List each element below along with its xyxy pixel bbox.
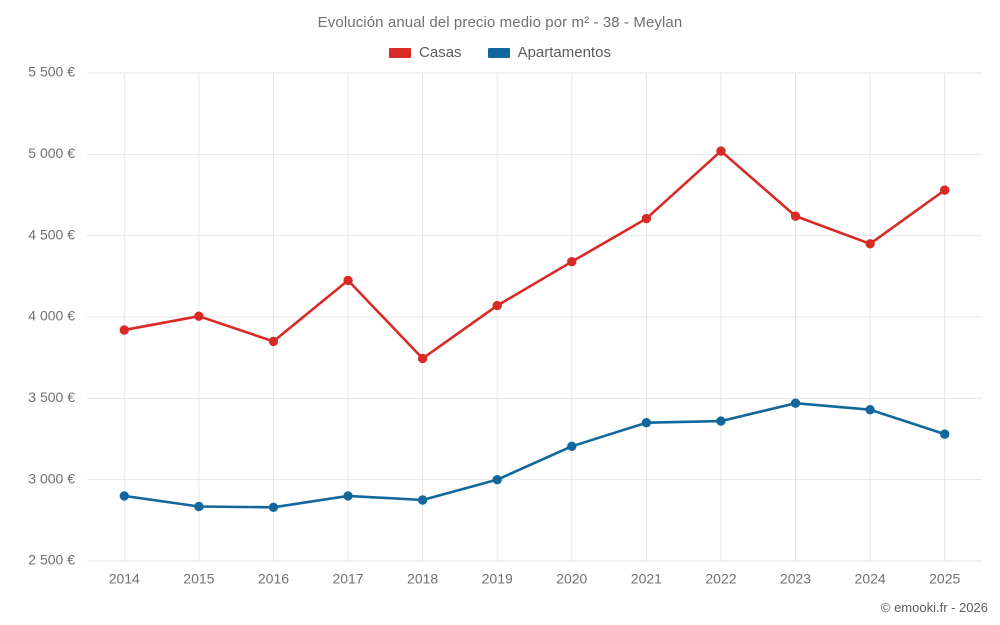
copyright-credit: © emooki.fr - 2026 bbox=[880, 600, 988, 615]
y-axis-labels: 2 500 € 3 000 € 3 500 € 4 000 € 4 500 € 5 000… bbox=[28, 64, 75, 568]
x-gridlines bbox=[123, 73, 946, 561]
x-tick-label: 2024 bbox=[855, 570, 886, 586]
y-tick-label: 3 500 € bbox=[28, 389, 75, 405]
data-point[interactable] bbox=[865, 405, 875, 415]
y-tick-label: 5 000 € bbox=[28, 145, 75, 161]
data-point[interactable] bbox=[417, 353, 428, 364]
data-point[interactable] bbox=[940, 185, 950, 195]
data-point[interactable] bbox=[194, 311, 204, 321]
x-tick-label: 2022 bbox=[705, 570, 736, 586]
data-point[interactable] bbox=[194, 501, 204, 512]
x-tick-label: 2019 bbox=[482, 570, 513, 586]
gridlines bbox=[87, 72, 982, 562]
y-tick-label: 3 000 € bbox=[28, 470, 75, 486]
y-tick-label: 4 500 € bbox=[28, 226, 75, 242]
x-tick-label: 2017 bbox=[332, 570, 363, 586]
x-tick-label: 2014 bbox=[109, 570, 140, 586]
x-tick-label: 2023 bbox=[780, 570, 811, 586]
data-point[interactable] bbox=[716, 416, 726, 426]
data-point[interactable] bbox=[119, 325, 129, 335]
data-series bbox=[119, 146, 950, 513]
data-point[interactable] bbox=[790, 398, 801, 408]
legend-label-casas: Casas bbox=[419, 44, 462, 61]
data-point[interactable] bbox=[417, 495, 428, 505]
x-tick-label: 2021 bbox=[631, 570, 662, 586]
data-point[interactable] bbox=[790, 211, 801, 221]
data-point[interactable] bbox=[641, 213, 652, 224]
y-tick-label: 4 000 € bbox=[28, 308, 75, 324]
legend-item-casas[interactable]: Casas bbox=[389, 44, 462, 61]
data-point[interactable] bbox=[343, 491, 353, 501]
series-line-casas bbox=[122, 149, 947, 360]
data-point[interactable] bbox=[343, 275, 353, 286]
data-point[interactable] bbox=[268, 502, 279, 513]
chart-legend: Casas Apartamentos bbox=[0, 44, 1000, 61]
data-point[interactable] bbox=[940, 429, 950, 439]
legend-swatch-casas bbox=[389, 47, 412, 58]
x-tick-label: 2016 bbox=[258, 570, 289, 586]
data-point[interactable] bbox=[716, 146, 726, 156]
series-line-apartamentos bbox=[122, 401, 947, 509]
data-point[interactable] bbox=[641, 418, 652, 428]
y-tick-label: 2 500 € bbox=[28, 552, 75, 568]
x-tick-label: 2018 bbox=[407, 570, 438, 586]
legend-label-apartamentos: Apartamentos bbox=[517, 44, 611, 61]
x-axis-labels: 2014 2015 2016 2017 2018 2019 2020 2021 2022 2023… bbox=[109, 570, 961, 586]
legend-swatch-apartamentos bbox=[487, 47, 510, 58]
data-point[interactable] bbox=[492, 300, 502, 311]
data-point[interactable] bbox=[492, 474, 502, 485]
x-tick-label: 2020 bbox=[556, 570, 587, 586]
data-point[interactable] bbox=[268, 336, 279, 347]
chart-title: Evolución anual del precio medio por m² … bbox=[317, 14, 683, 31]
data-point[interactable] bbox=[119, 491, 129, 501]
data-point[interactable] bbox=[567, 256, 577, 267]
x-tick-label: 2025 bbox=[929, 570, 960, 586]
data-point[interactable] bbox=[865, 239, 875, 249]
data-point[interactable] bbox=[567, 441, 577, 452]
x-tick-label: 2015 bbox=[183, 570, 214, 586]
legend-item-apartamentos[interactable]: Apartamentos bbox=[487, 44, 611, 61]
y-tick-label: 5 500 € bbox=[28, 64, 75, 80]
